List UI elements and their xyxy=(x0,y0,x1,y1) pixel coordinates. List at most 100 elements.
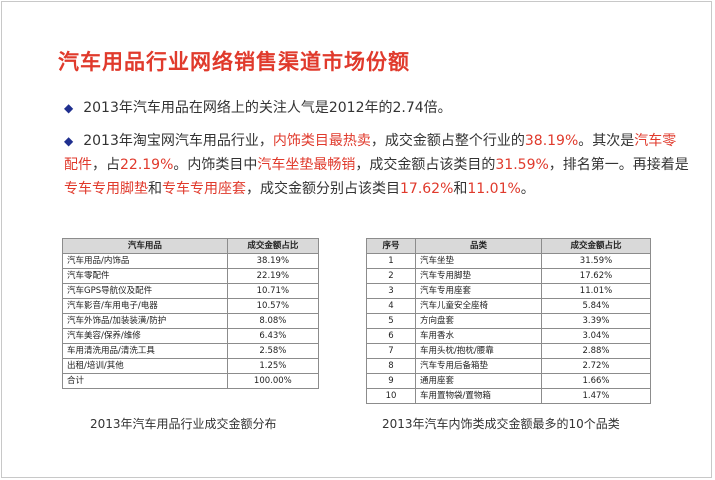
highlight-text: 17.62% xyxy=(400,181,454,197)
bullet-2-text: 。内饰类目中 xyxy=(173,157,258,173)
table-cell: 3 xyxy=(366,283,416,299)
table-cell: 2 xyxy=(366,268,416,284)
table-cell: 2.58% xyxy=(226,343,320,359)
table-cell: 38.19% xyxy=(226,253,320,269)
table-row: 6 车用香水 3.04% xyxy=(366,328,651,344)
table-row: 汽车外饰品/加装装潢/防护 8.08% xyxy=(62,313,320,329)
table-row: 3 汽车专用座套 11.01% xyxy=(366,283,651,299)
table-cell: 2.88% xyxy=(541,343,651,359)
table-row: 汽车影音/车用电子/电器 10.57% xyxy=(62,298,320,314)
table-body: 汽车用品/内饰品 38.19% 汽车零配件 22.19% 汽车GPS导航仪及配件 10.7… xyxy=(62,253,320,389)
table-row: 汽车美容/保养/维修 6.43% xyxy=(62,328,320,344)
table-row: 出租/培训/其他 1.25% xyxy=(62,358,320,374)
table-cell: 出租/培训/其他 xyxy=(62,358,228,374)
table-cell: 3.04% xyxy=(541,328,651,344)
table-row: 7 车用头枕/抱枕/腰靠 2.88% xyxy=(366,343,651,359)
table-cell: 10.71% xyxy=(226,283,320,299)
highlight-text: 11.01% xyxy=(467,181,521,197)
table-cell: 通用座套 xyxy=(415,373,542,389)
table-cell: 方向盘套 xyxy=(415,313,542,329)
table-cell: 车用头枕/抱枕/腰靠 xyxy=(415,343,542,359)
column-header: 汽车用品 xyxy=(62,238,228,254)
table-cell: 1.47% xyxy=(541,388,651,404)
highlight-text: 内饰类目最热卖 xyxy=(272,133,371,149)
category-share-table: 汽车用品 成交金额占比 汽车用品/内饰品 38.19% 汽车零配件 22.19% 汽车G… xyxy=(62,238,320,389)
table-cell: 汽车外饰品/加装装潢/防护 xyxy=(62,313,228,329)
highlight-text: 专车专用脚垫 xyxy=(64,181,148,197)
highlight-text: 汽车零配件 xyxy=(64,133,677,173)
table-cell: 8.08% xyxy=(226,313,320,329)
highlight-text: 38.19% xyxy=(524,133,579,149)
table-1-caption: 2013年汽车用品行业成交金额分布 xyxy=(90,417,277,431)
table-cell: 汽车零配件 xyxy=(62,268,228,284)
top10-interior-table: 序号 品类 成交金额占比 1 汽车坐垫 31.59% 2 汽车专用脚垫 17.62% 3 汽车… xyxy=(366,238,651,404)
bullet-2-text: 。其次是 xyxy=(578,133,635,149)
table-row: 汽车GPS导航仪及配件 10.71% xyxy=(62,283,320,299)
table-2-caption: 2013年汽车内饰类成交金额最多的10个品类 xyxy=(382,417,620,431)
table-body: 1 汽车坐垫 31.59% 2 汽车专用脚垫 17.62% 3 汽车专用座套 11.01% 4 汽车… xyxy=(366,253,651,404)
bullet-paragraph-1: ◆ 2013年汽车用品在网络上的关注人气是2012年的2.74倍。 xyxy=(64,96,684,120)
table-cell: 车用香水 xyxy=(415,328,542,344)
table-cell: 1 xyxy=(366,253,416,269)
bullet-2-text: 和 xyxy=(453,181,468,197)
page-title: 汽车用品行业网络销售渠道市场份额 xyxy=(58,50,410,74)
bullet-1-text: 2013年汽车用品在网络上的关注人气是2012年的2.74倍。 xyxy=(83,100,452,116)
table-cell: 31.59% xyxy=(541,253,651,269)
column-header: 品类 xyxy=(415,238,542,254)
table-row: 9 通用座套 1.66% xyxy=(366,373,651,389)
table-cell: 汽车专用后备箱垫 xyxy=(415,358,542,374)
table-row: 5 方向盘套 3.39% xyxy=(366,313,651,329)
table-row: 合计 100.00% xyxy=(62,373,320,389)
table-cell: 1.66% xyxy=(541,373,651,389)
highlight-text: 22.19% xyxy=(120,157,174,173)
bullet-paragraph-2: ◆ 2013年淘宝网汽车用品行业，内饰类目最热卖，成交金额占整个行业的38.19%… xyxy=(64,129,689,201)
table-row: 8 汽车专用后备箱垫 2.72% xyxy=(366,358,651,374)
table-cell: 3.39% xyxy=(541,313,651,329)
diamond-bullet-icon: ◆ xyxy=(64,134,74,148)
table-header-row: 汽车用品 成交金额占比 xyxy=(62,238,320,254)
table-row: 4 汽车儿童安全座椅 5.84% xyxy=(366,298,651,314)
table-row: 2 汽车专用脚垫 17.62% xyxy=(366,268,651,284)
table-cell: 6 xyxy=(366,328,416,344)
table-cell: 合计 xyxy=(62,373,228,389)
table-cell: 10.57% xyxy=(226,298,320,314)
bullet-2-text: 。 xyxy=(520,181,535,197)
table-cell: 22.19% xyxy=(226,268,320,284)
highlight-text: 汽车坐垫最畅销 xyxy=(257,157,356,173)
table-cell: 汽车专用座套 xyxy=(415,283,542,299)
table-row: 车用清洗用品/清洗工具 2.58% xyxy=(62,343,320,359)
table-row: 汽车用品/内饰品 38.19% xyxy=(62,253,320,269)
table-cell: 9 xyxy=(366,373,416,389)
table-row: 汽车零配件 22.19% xyxy=(62,268,320,284)
table-row: 10 车用置物袋/置物箱 1.47% xyxy=(366,388,651,404)
table-cell: 2.72% xyxy=(541,358,651,374)
table-cell: 17.62% xyxy=(541,268,651,284)
column-header: 成交金额占比 xyxy=(541,238,651,254)
table-cell: 汽车专用脚垫 xyxy=(415,268,542,284)
table-cell: 5.84% xyxy=(541,298,651,314)
table-cell: 汽车用品/内饰品 xyxy=(62,253,228,269)
table-header-row: 序号 品类 成交金额占比 xyxy=(366,238,651,254)
table-cell: 车用清洗用品/清洗工具 xyxy=(62,343,228,359)
table-cell: 汽车影音/车用电子/电器 xyxy=(62,298,228,314)
bullet-2-text: 2013年淘宝网汽车用品行业， xyxy=(83,133,273,149)
highlight-text: 31.59% xyxy=(495,157,549,173)
column-header: 序号 xyxy=(366,238,416,254)
diamond-bullet-icon: ◆ xyxy=(64,101,74,115)
table-cell: 7 xyxy=(366,343,416,359)
bullet-2-text: ，成交金额分别占该类目 xyxy=(246,181,400,197)
table-cell: 11.01% xyxy=(541,283,651,299)
table-cell: 5 xyxy=(366,313,416,329)
bullet-2-text: ，成交金额占整个行业的 xyxy=(370,133,525,149)
table-cell: 汽车GPS导航仪及配件 xyxy=(62,283,228,299)
table-cell: 汽车美容/保养/维修 xyxy=(62,328,228,344)
table-cell: 6.43% xyxy=(226,328,320,344)
table-cell: 车用置物袋/置物箱 xyxy=(415,388,542,404)
table-cell: 8 xyxy=(366,358,416,374)
table-cell: 汽车坐垫 xyxy=(415,253,542,269)
table-cell: 10 xyxy=(366,388,416,404)
bullet-2-text: ，成交金额占该类目的 xyxy=(355,157,496,173)
table-cell: 1.25% xyxy=(226,358,320,374)
bullet-2-text: ，排名第一。再接着是 xyxy=(548,157,689,173)
